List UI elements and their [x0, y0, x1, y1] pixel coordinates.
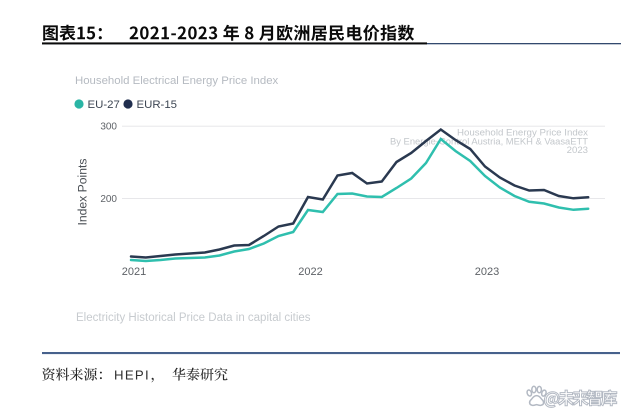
svg-text:Household Electrical Energy Pr: Household Electrical Energy Price Index [75, 75, 279, 87]
svg-text:EUR-15: EUR-15 [137, 99, 178, 111]
svg-text:2023: 2023 [475, 266, 499, 278]
svg-text:EU-27: EU-27 [88, 99, 120, 111]
svg-text:Household Energy Price Index: Household Energy Price Index [457, 128, 588, 139]
svg-text:HEPI: HEPI [114, 367, 150, 382]
svg-text:2021: 2021 [122, 266, 146, 278]
svg-text:200: 200 [100, 194, 117, 205]
svg-text:Index Points: Index Points [76, 158, 90, 225]
svg-text:2023: 2023 [567, 145, 588, 156]
svg-text:2022: 2022 [298, 266, 322, 278]
svg-text:Electricity Historical Price D: Electricity Historical Price Data in cap… [76, 312, 311, 324]
svg-text:300: 300 [100, 122, 117, 133]
svg-text:By Energie-Control Austria, ME: By Energie-Control Austria, MEKH & Vaasa… [390, 136, 588, 147]
